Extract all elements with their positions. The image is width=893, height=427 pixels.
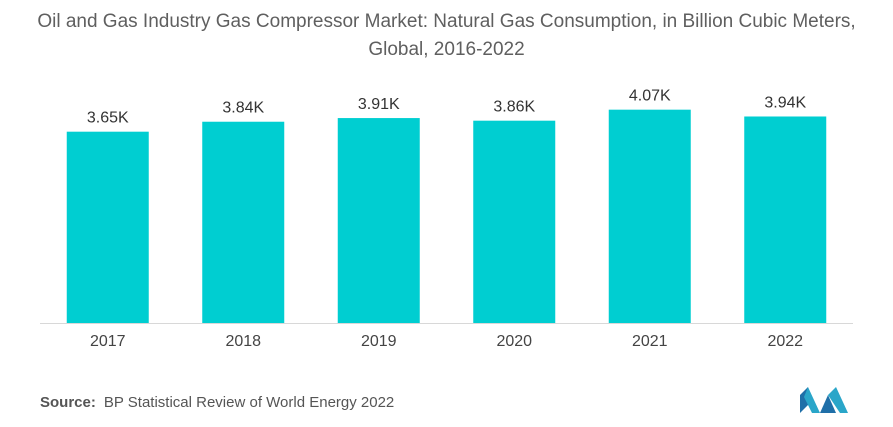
x-tick-label-2019: 2019	[361, 333, 397, 350]
x-tick-label-2020: 2020	[496, 333, 532, 350]
mordor-intelligence-logo-icon	[800, 387, 848, 413]
x-tick-label-2017: 2017	[90, 333, 126, 350]
data-label-2018: 3.84K	[222, 100, 264, 117]
data-label-2019: 3.91K	[358, 96, 400, 113]
data-label-2022: 3.94K	[764, 94, 806, 111]
bar-2018	[202, 121, 285, 323]
data-label-2020: 3.86K	[493, 99, 535, 116]
bar-2022	[744, 116, 827, 323]
bar-2017	[66, 131, 149, 323]
bar-2021	[608, 109, 691, 323]
source-text: BP Statistical Review of World Energy 20…	[103, 394, 395, 411]
x-tick-label-2018: 2018	[225, 333, 261, 350]
chart-title: Oil and Gas Industry Gas Compressor Mark…	[37, 11, 856, 60]
data-label-2017: 3.65K	[87, 110, 129, 127]
data-label-2021: 4.07K	[629, 88, 671, 105]
bar-2019	[337, 118, 420, 323]
x-tick-label-2022: 2022	[767, 333, 803, 350]
x-tick-label-2021: 2021	[632, 333, 668, 350]
source-label: Source:	[40, 394, 96, 411]
source-note: Source: BP Statistical Review of World En…	[40, 394, 394, 411]
bar-2020	[473, 120, 556, 323]
